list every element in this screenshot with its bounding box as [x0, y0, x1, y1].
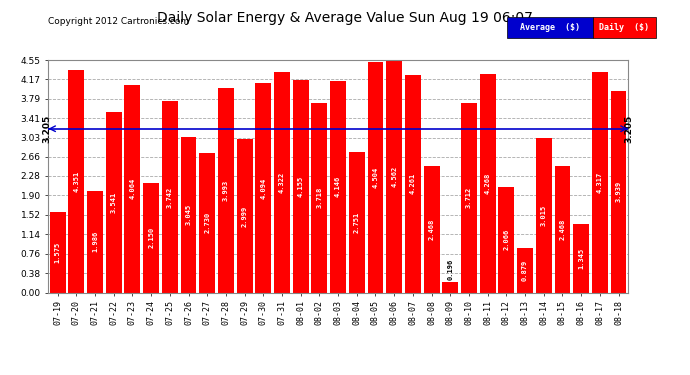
- Bar: [386, 59, 402, 292]
- Bar: [218, 88, 234, 292]
- Text: 4.094: 4.094: [260, 177, 266, 198]
- Bar: [611, 91, 627, 292]
- Bar: [424, 166, 440, 292]
- Text: 2.730: 2.730: [204, 212, 210, 233]
- Text: 4.562: 4.562: [391, 165, 397, 187]
- Bar: [68, 70, 84, 292]
- Text: 3.045: 3.045: [186, 204, 192, 225]
- Text: 3.541: 3.541: [110, 191, 117, 213]
- Bar: [498, 187, 514, 292]
- Bar: [293, 80, 308, 292]
- Bar: [274, 72, 290, 292]
- Text: 2.468: 2.468: [428, 219, 435, 240]
- Text: 4.351: 4.351: [73, 171, 79, 192]
- Bar: [330, 81, 346, 292]
- Bar: [106, 111, 121, 292]
- Bar: [442, 282, 458, 292]
- Text: 2.468: 2.468: [560, 219, 566, 240]
- Text: 3.205: 3.205: [624, 115, 633, 143]
- Text: Daily Solar Energy & Average Value Sun Aug 19 06:07: Daily Solar Energy & Average Value Sun A…: [157, 11, 533, 25]
- Text: 4.146: 4.146: [335, 176, 341, 197]
- Bar: [405, 75, 421, 292]
- Text: Average  ($): Average ($): [520, 22, 580, 32]
- Text: 1.575: 1.575: [55, 242, 61, 263]
- Bar: [144, 183, 159, 292]
- Bar: [199, 153, 215, 292]
- Text: 3.742: 3.742: [167, 186, 172, 207]
- Text: 0.196: 0.196: [447, 259, 453, 280]
- Bar: [87, 191, 103, 292]
- Text: 1.345: 1.345: [578, 248, 584, 269]
- Text: 4.317: 4.317: [597, 172, 603, 193]
- Text: 3.712: 3.712: [466, 187, 472, 208]
- Bar: [517, 248, 533, 292]
- Bar: [255, 83, 271, 292]
- Bar: [573, 224, 589, 292]
- Text: 4.155: 4.155: [297, 176, 304, 197]
- Text: 4.064: 4.064: [130, 178, 135, 199]
- Text: 3.993: 3.993: [223, 180, 229, 201]
- Bar: [592, 72, 608, 292]
- Text: Daily  ($): Daily ($): [600, 22, 649, 32]
- Text: 2.751: 2.751: [354, 211, 359, 233]
- Text: 4.268: 4.268: [484, 173, 491, 194]
- Bar: [555, 166, 571, 292]
- Bar: [50, 212, 66, 292]
- Bar: [181, 137, 197, 292]
- Text: 3.718: 3.718: [317, 187, 322, 208]
- Bar: [536, 138, 552, 292]
- Text: 0.879: 0.879: [522, 260, 528, 280]
- Bar: [162, 101, 178, 292]
- Bar: [368, 62, 384, 292]
- Text: 2.066: 2.066: [504, 229, 509, 251]
- Text: 1.986: 1.986: [92, 231, 98, 252]
- Text: 4.322: 4.322: [279, 171, 285, 193]
- Text: 4.261: 4.261: [410, 173, 416, 194]
- Bar: [311, 102, 327, 292]
- Text: 2.999: 2.999: [241, 205, 248, 226]
- Text: 3.205: 3.205: [43, 115, 52, 143]
- Bar: [461, 103, 477, 292]
- Bar: [480, 74, 495, 292]
- Bar: [237, 139, 253, 292]
- Text: 2.150: 2.150: [148, 227, 154, 248]
- Bar: [349, 152, 365, 292]
- Bar: [124, 85, 140, 292]
- Text: 3.015: 3.015: [541, 205, 546, 226]
- Text: 3.939: 3.939: [615, 181, 622, 203]
- Text: Copyright 2012 Cartronics.com: Copyright 2012 Cartronics.com: [48, 17, 190, 26]
- Text: 4.504: 4.504: [373, 167, 379, 188]
